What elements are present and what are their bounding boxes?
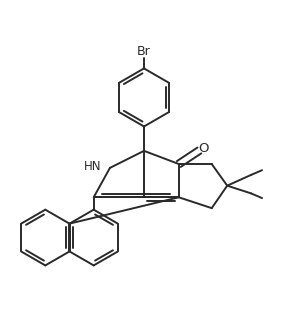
Text: O: O <box>199 142 209 155</box>
Text: HN: HN <box>84 160 101 173</box>
Text: Br: Br <box>137 44 151 58</box>
